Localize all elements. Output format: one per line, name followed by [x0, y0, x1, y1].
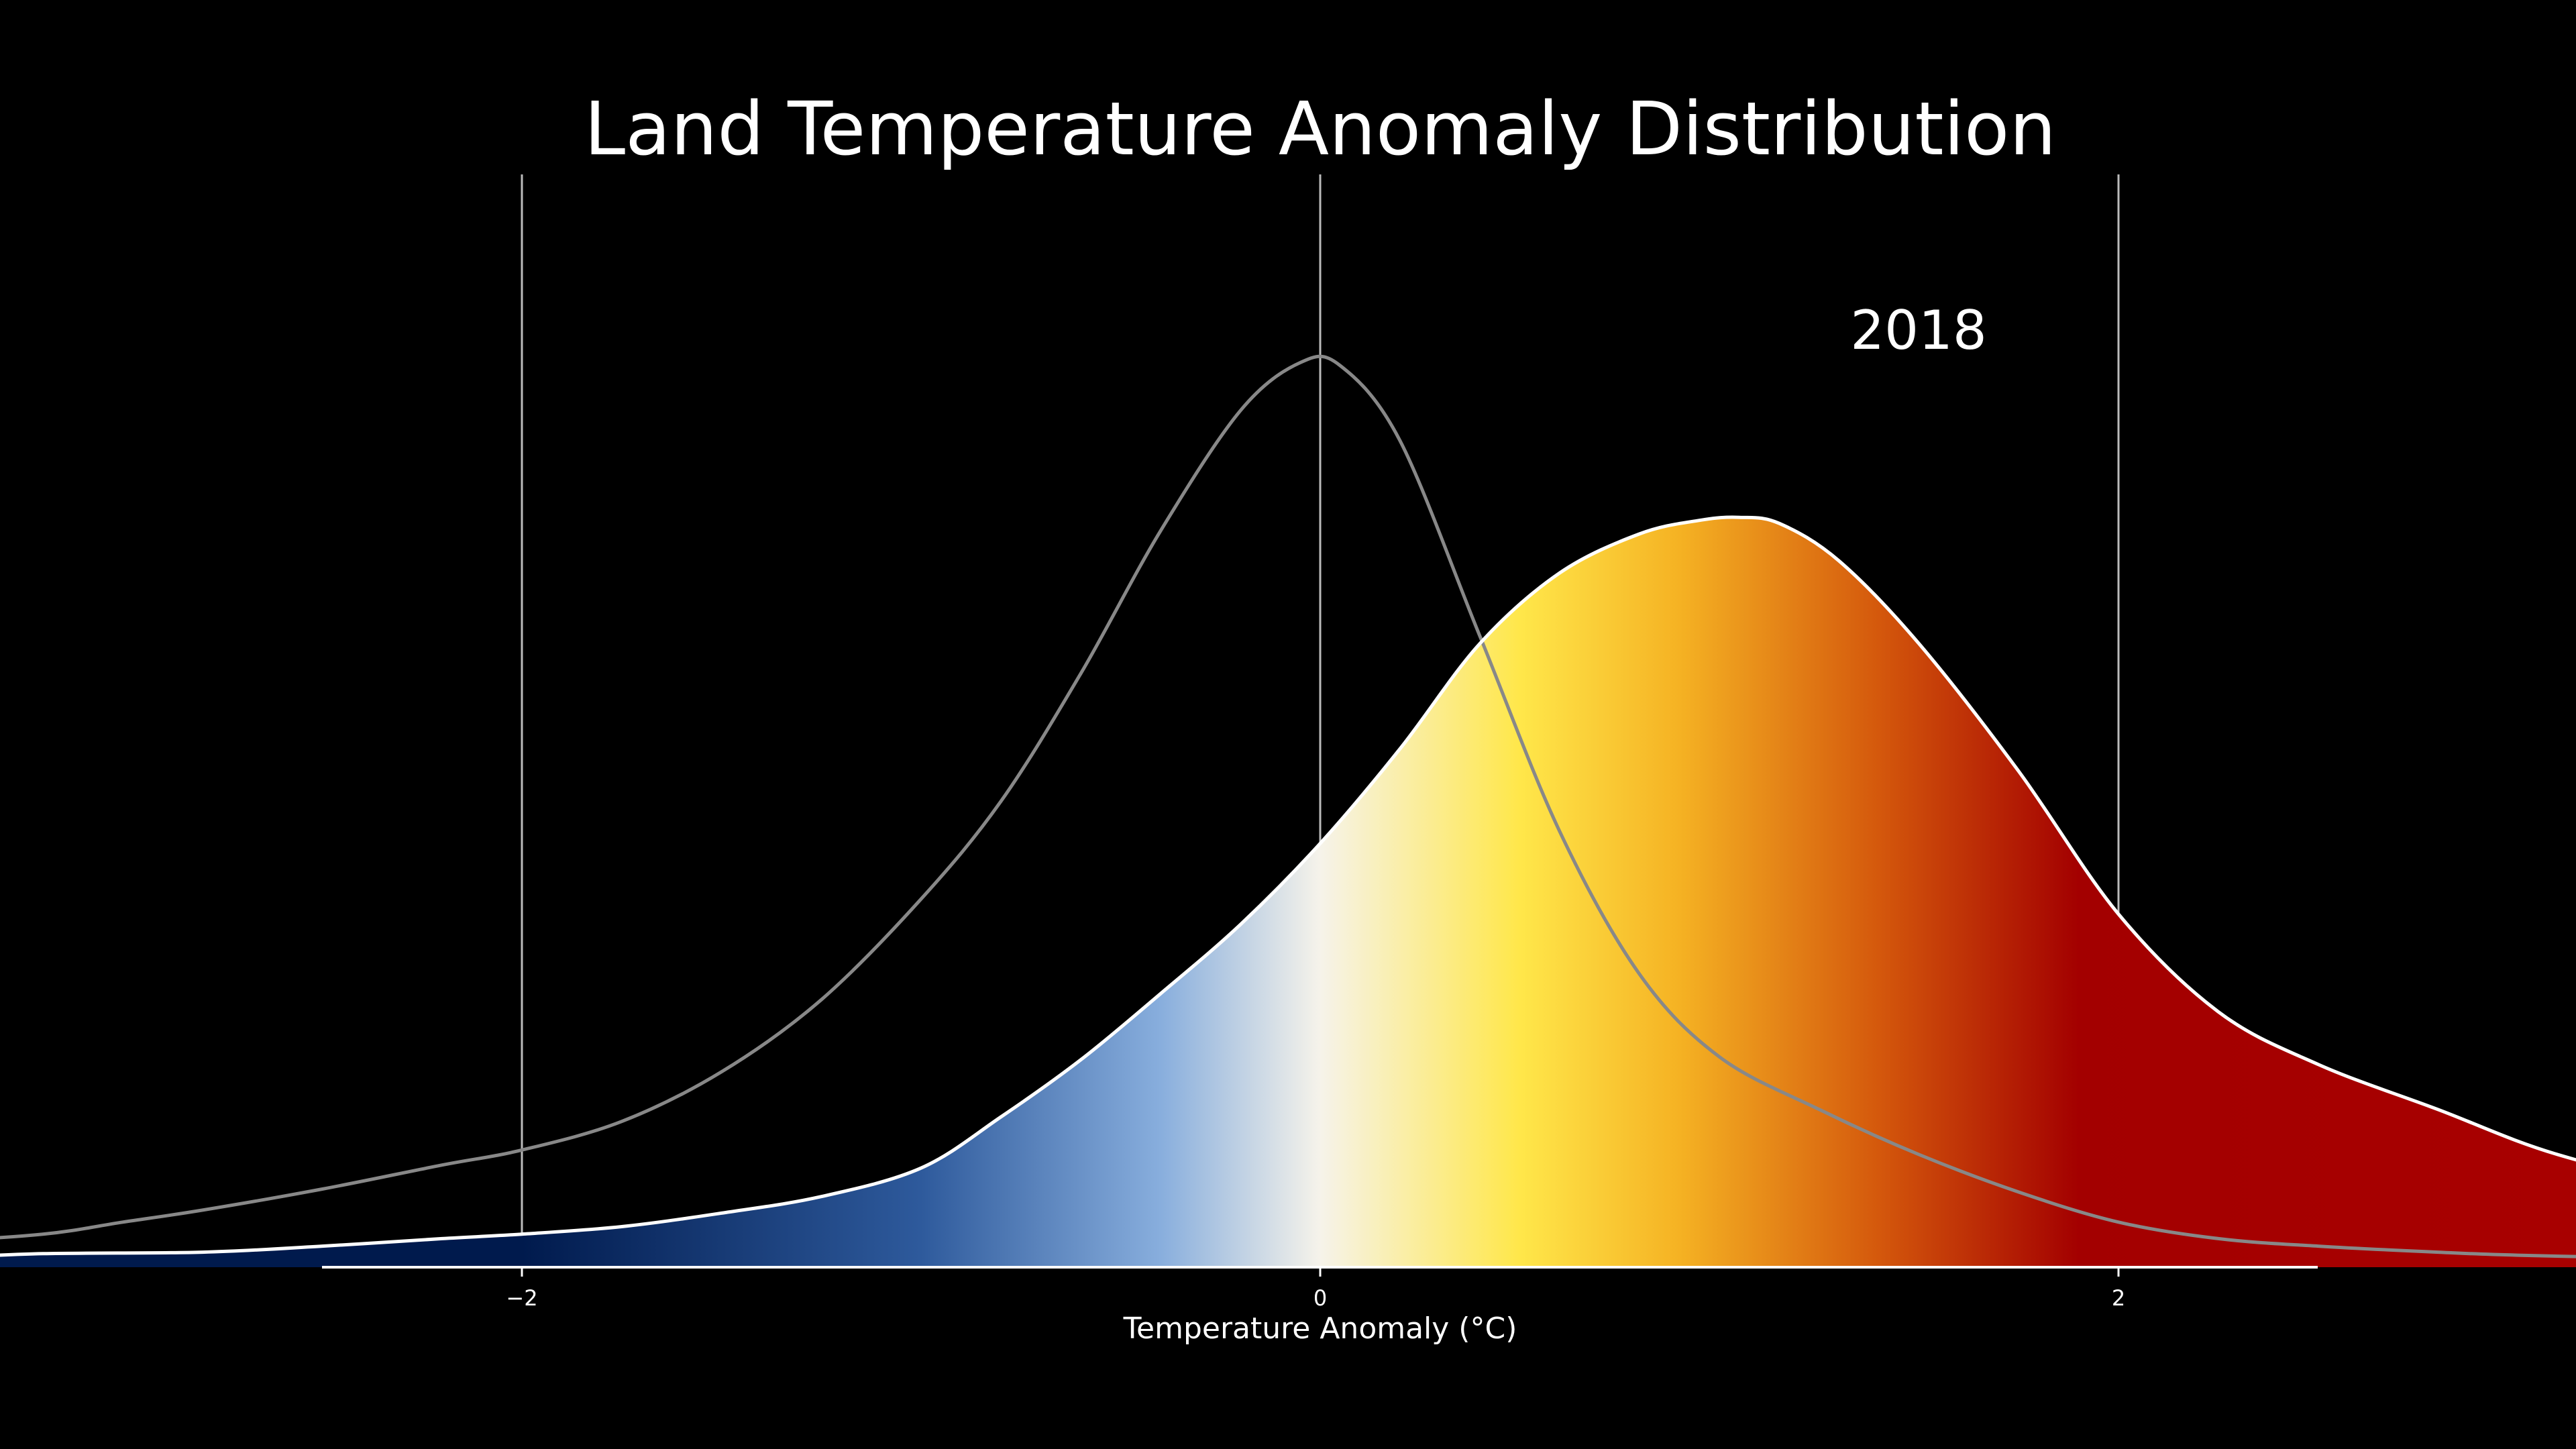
x-axis-ticks: −4−2024	[506, 1267, 2125, 1311]
current-year-area-layer	[0, 517, 2576, 1267]
x-axis-label: Temperature Anomaly (°C)	[1123, 1311, 1517, 1346]
x-tick-label: −2	[506, 1285, 537, 1311]
current-year-curve	[0, 515, 2576, 1257]
year-label: 2018	[1850, 299, 1987, 362]
baseline-curve	[0, 354, 2576, 1258]
x-tick-label: 0	[1313, 1285, 1327, 1311]
chart-title: Land Temperature Anomaly Distribution	[584, 86, 2056, 172]
curves-layer	[0, 354, 2576, 1258]
x-tick-label: 2	[2112, 1285, 2125, 1311]
current-year-area	[0, 517, 2576, 1267]
